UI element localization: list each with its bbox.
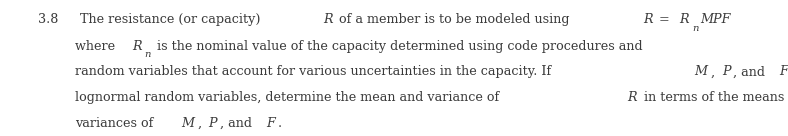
Text: , and: , and [733,65,769,78]
Text: is the nominal value of the capacity determined using code procedures and: is the nominal value of the capacity det… [153,40,646,53]
Text: P: P [208,117,217,130]
Text: of a member is to be modeled using: of a member is to be modeled using [335,13,574,26]
Text: lognormal random variables, determine the mean and variance of: lognormal random variables, determine th… [75,91,503,104]
Text: =: = [656,13,675,26]
Text: F: F [779,65,788,78]
Text: R: R [323,13,333,26]
Text: MPF: MPF [701,13,731,26]
Text: .: . [277,117,281,130]
Text: R: R [679,13,690,26]
Text: R: R [132,40,141,53]
Text: M: M [694,65,708,78]
Text: in terms of the means and: in terms of the means and [640,91,788,104]
Text: 3.8: 3.8 [38,13,58,26]
Text: The resistance (or capacity): The resistance (or capacity) [64,13,265,26]
Text: F: F [266,117,275,130]
Text: , and: , and [220,117,255,130]
Text: R: R [627,91,637,104]
Text: R: R [643,13,652,26]
Text: ,: , [712,65,719,78]
Text: M: M [181,117,194,130]
Text: random variables that account for various uncertainties in the capacity. If: random variables that account for variou… [75,65,555,78]
Text: where: where [75,40,119,53]
Text: n: n [692,24,698,33]
Text: ,: , [198,117,206,130]
Text: P: P [722,65,730,78]
Text: n: n [144,50,151,59]
Text: variances of: variances of [75,117,158,130]
